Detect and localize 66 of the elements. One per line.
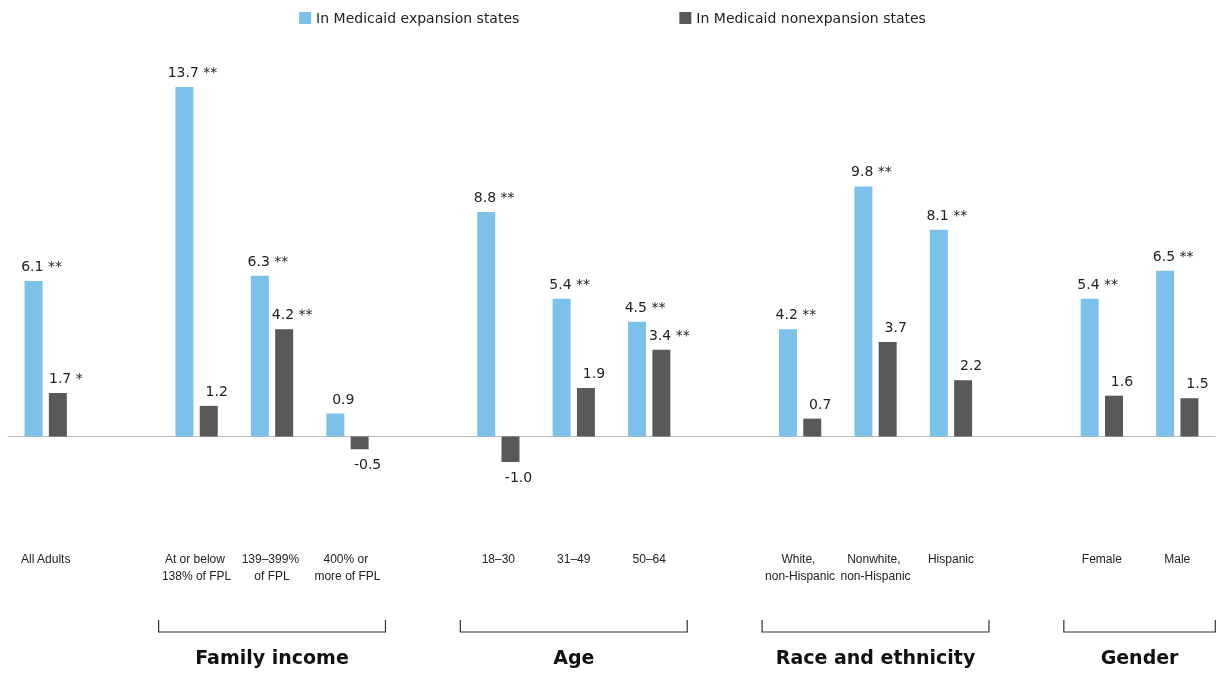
data-label: 5.4 ** <box>1077 275 1119 292</box>
x-tick-label: 400% or more of FPL <box>314 551 381 583</box>
data-label: 4.2 ** <box>271 306 313 323</box>
bar <box>929 229 948 437</box>
bar <box>175 87 194 437</box>
bar <box>350 436 369 450</box>
data-label: 3.7 <box>884 319 907 336</box>
data-label: -0.5 <box>353 456 382 473</box>
data-label: 0.9 <box>332 390 355 407</box>
legend-label: In Medicaid expansion states <box>316 10 520 26</box>
bar <box>576 388 595 437</box>
bar <box>803 418 822 437</box>
data-label: 5.4 ** <box>549 275 590 292</box>
bar <box>1180 398 1199 437</box>
data-label: 8.8 ** <box>473 189 515 205</box>
data-label: 4.5 ** <box>624 298 666 315</box>
data-label: 6.5 ** <box>1152 247 1194 264</box>
data-label: 8.1 ** <box>926 206 968 223</box>
bar <box>1104 395 1123 437</box>
bar <box>1156 270 1175 437</box>
data-label: 1.5 <box>1186 375 1209 392</box>
data-label: -1.0 <box>504 469 533 485</box>
data-label: 1.7 * <box>49 370 83 387</box>
bar <box>199 405 218 437</box>
bar <box>501 436 520 462</box>
x-tick-label: All Adults <box>21 551 71 566</box>
bar <box>878 342 897 437</box>
x-tick-label: Female <box>1081 551 1123 566</box>
data-label: 4.2 ** <box>775 306 817 323</box>
x-tick-label: Male <box>1164 551 1191 566</box>
text: Family income <box>195 645 349 668</box>
x-tick-label: Nonwhite, non-Hispanic <box>840 551 911 583</box>
bar <box>477 212 496 437</box>
data-label: 1.9 <box>582 365 606 382</box>
data-label: 6.3 ** <box>247 252 289 269</box>
bar <box>48 393 67 437</box>
x-tick-label: 50–64 <box>632 551 667 566</box>
data-label: 6.1 ** <box>21 257 62 274</box>
bar <box>250 275 269 437</box>
data-label: 13.7 ** <box>167 64 218 80</box>
bar <box>24 280 43 437</box>
bar <box>275 329 294 437</box>
x-tick-label: At or below 138% of FPL <box>161 551 232 583</box>
data-label: 3.4 ** <box>649 326 690 343</box>
x-tick-label: White, non-Hispanic <box>765 551 836 583</box>
bar <box>1080 298 1099 437</box>
data-label: 2.2 <box>959 357 983 374</box>
text: Age <box>553 645 595 668</box>
text: Gender <box>1100 645 1180 668</box>
x-tick-label: 31–49 <box>557 551 591 566</box>
x-tick-label: 139–399% of FPL <box>241 551 303 583</box>
text: Race and ethnicity <box>775 645 976 668</box>
x-tick-label: Hispanic <box>927 551 974 566</box>
data-label: 1.6 <box>1110 372 1134 389</box>
data-label: 9.8 ** <box>851 163 892 180</box>
bar <box>954 380 973 437</box>
bar <box>778 329 797 437</box>
data-label: 1.2 <box>205 382 228 399</box>
data-label: 0.7 <box>809 395 832 412</box>
legend-label: In Medicaid nonexpansion states <box>696 10 926 26</box>
bar <box>326 413 345 437</box>
bar <box>652 349 671 437</box>
x-tick-label: 18–30 <box>481 551 516 566</box>
bar <box>854 186 873 437</box>
bar <box>628 321 647 437</box>
bar <box>552 298 571 437</box>
